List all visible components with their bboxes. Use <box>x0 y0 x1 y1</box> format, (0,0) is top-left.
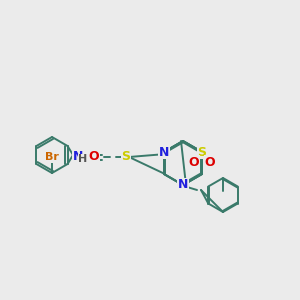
Text: O: O <box>205 155 215 169</box>
Text: O: O <box>189 155 200 169</box>
Text: S: S <box>122 151 130 164</box>
Text: H: H <box>78 154 88 164</box>
Text: N: N <box>159 146 169 158</box>
Text: S: S <box>198 146 207 158</box>
Text: O: O <box>89 151 99 164</box>
Text: Br: Br <box>45 152 59 162</box>
Text: N: N <box>178 178 188 191</box>
Text: N: N <box>73 151 83 164</box>
Text: N: N <box>178 178 188 191</box>
